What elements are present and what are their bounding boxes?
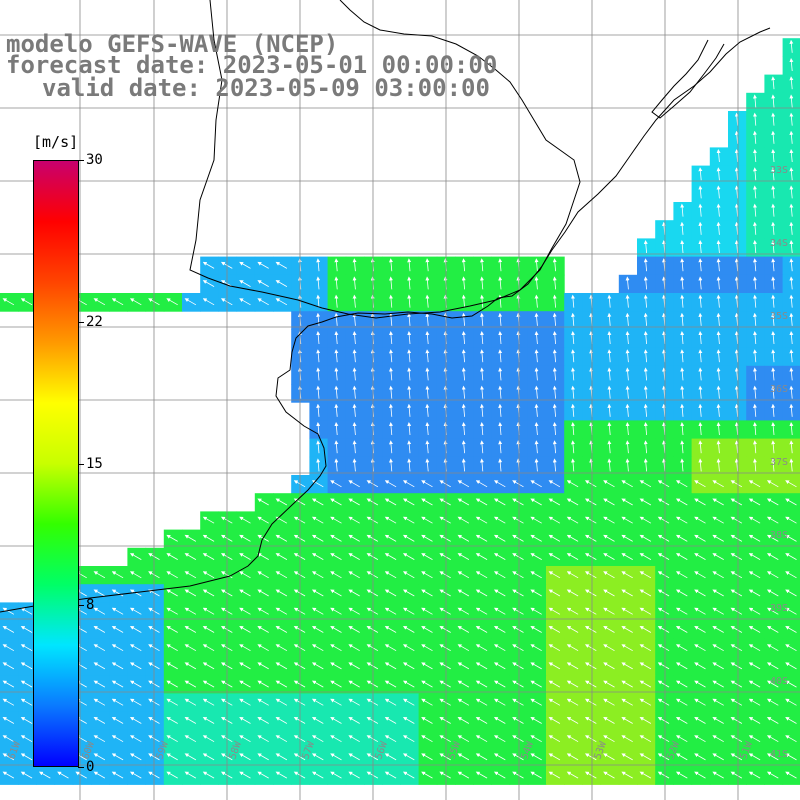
colorbar-tick-label: 30 [78, 152, 103, 168]
wind-cell [782, 456, 800, 476]
latitude-label: 35S [770, 311, 788, 322]
colorbar-tick-label: 15 [78, 455, 103, 472]
wind-cell [782, 274, 800, 294]
wind-cell [782, 384, 800, 403]
valid-date: valid date: 2023-05-09 03:00:00 [42, 74, 490, 102]
wind-cell [782, 129, 800, 148]
wind-speed-field [0, 38, 800, 785]
wind-cell [782, 529, 800, 549]
wind-cell [782, 238, 800, 258]
latitude-label: 34S [770, 238, 788, 249]
wind-cell [782, 493, 800, 512]
wind-cell [782, 475, 800, 494]
wind-cell [782, 256, 800, 276]
wind-cell [782, 347, 800, 367]
wind-cell [782, 38, 800, 57]
wind-cell [782, 165, 800, 185]
wind-cell [782, 183, 800, 203]
wind-cell [782, 202, 800, 221]
wind-cell [782, 329, 800, 349]
latitude-label: 40S [770, 676, 788, 687]
wind-cell [782, 365, 800, 385]
latitude-label: 36S [770, 384, 788, 395]
wind-cell [782, 311, 800, 330]
wind-cell [782, 74, 800, 94]
colorbar [33, 160, 79, 767]
wind-cell [782, 111, 800, 130]
wind-cell [782, 220, 800, 239]
colorbar-tick-label: 0 [77, 759, 95, 775]
wind-cell [782, 547, 800, 567]
colorbar-unit: [m/s] [33, 133, 79, 151]
latitude-label: 33S [770, 165, 788, 176]
wind-cell [782, 420, 800, 440]
wind-cell [782, 92, 800, 112]
wind-cell [782, 438, 800, 458]
latitude-label: 41S [770, 749, 788, 760]
wind-cell [782, 56, 800, 76]
wind-cell [782, 584, 800, 603]
wind-cell [782, 566, 800, 585]
wind-cell [782, 511, 800, 531]
colorbar-tick-label: 8 [77, 597, 95, 614]
wind-cell [782, 293, 800, 312]
latitude-label: 39S [770, 603, 788, 614]
wind-cell [782, 402, 800, 421]
latitude-label: 37S [770, 457, 788, 468]
lagoa-dos-patos [651, 39, 725, 119]
wind-cell [782, 147, 800, 167]
latitude-label: 38S [770, 530, 788, 541]
colorbar-tick-label: 22 [78, 313, 103, 330]
